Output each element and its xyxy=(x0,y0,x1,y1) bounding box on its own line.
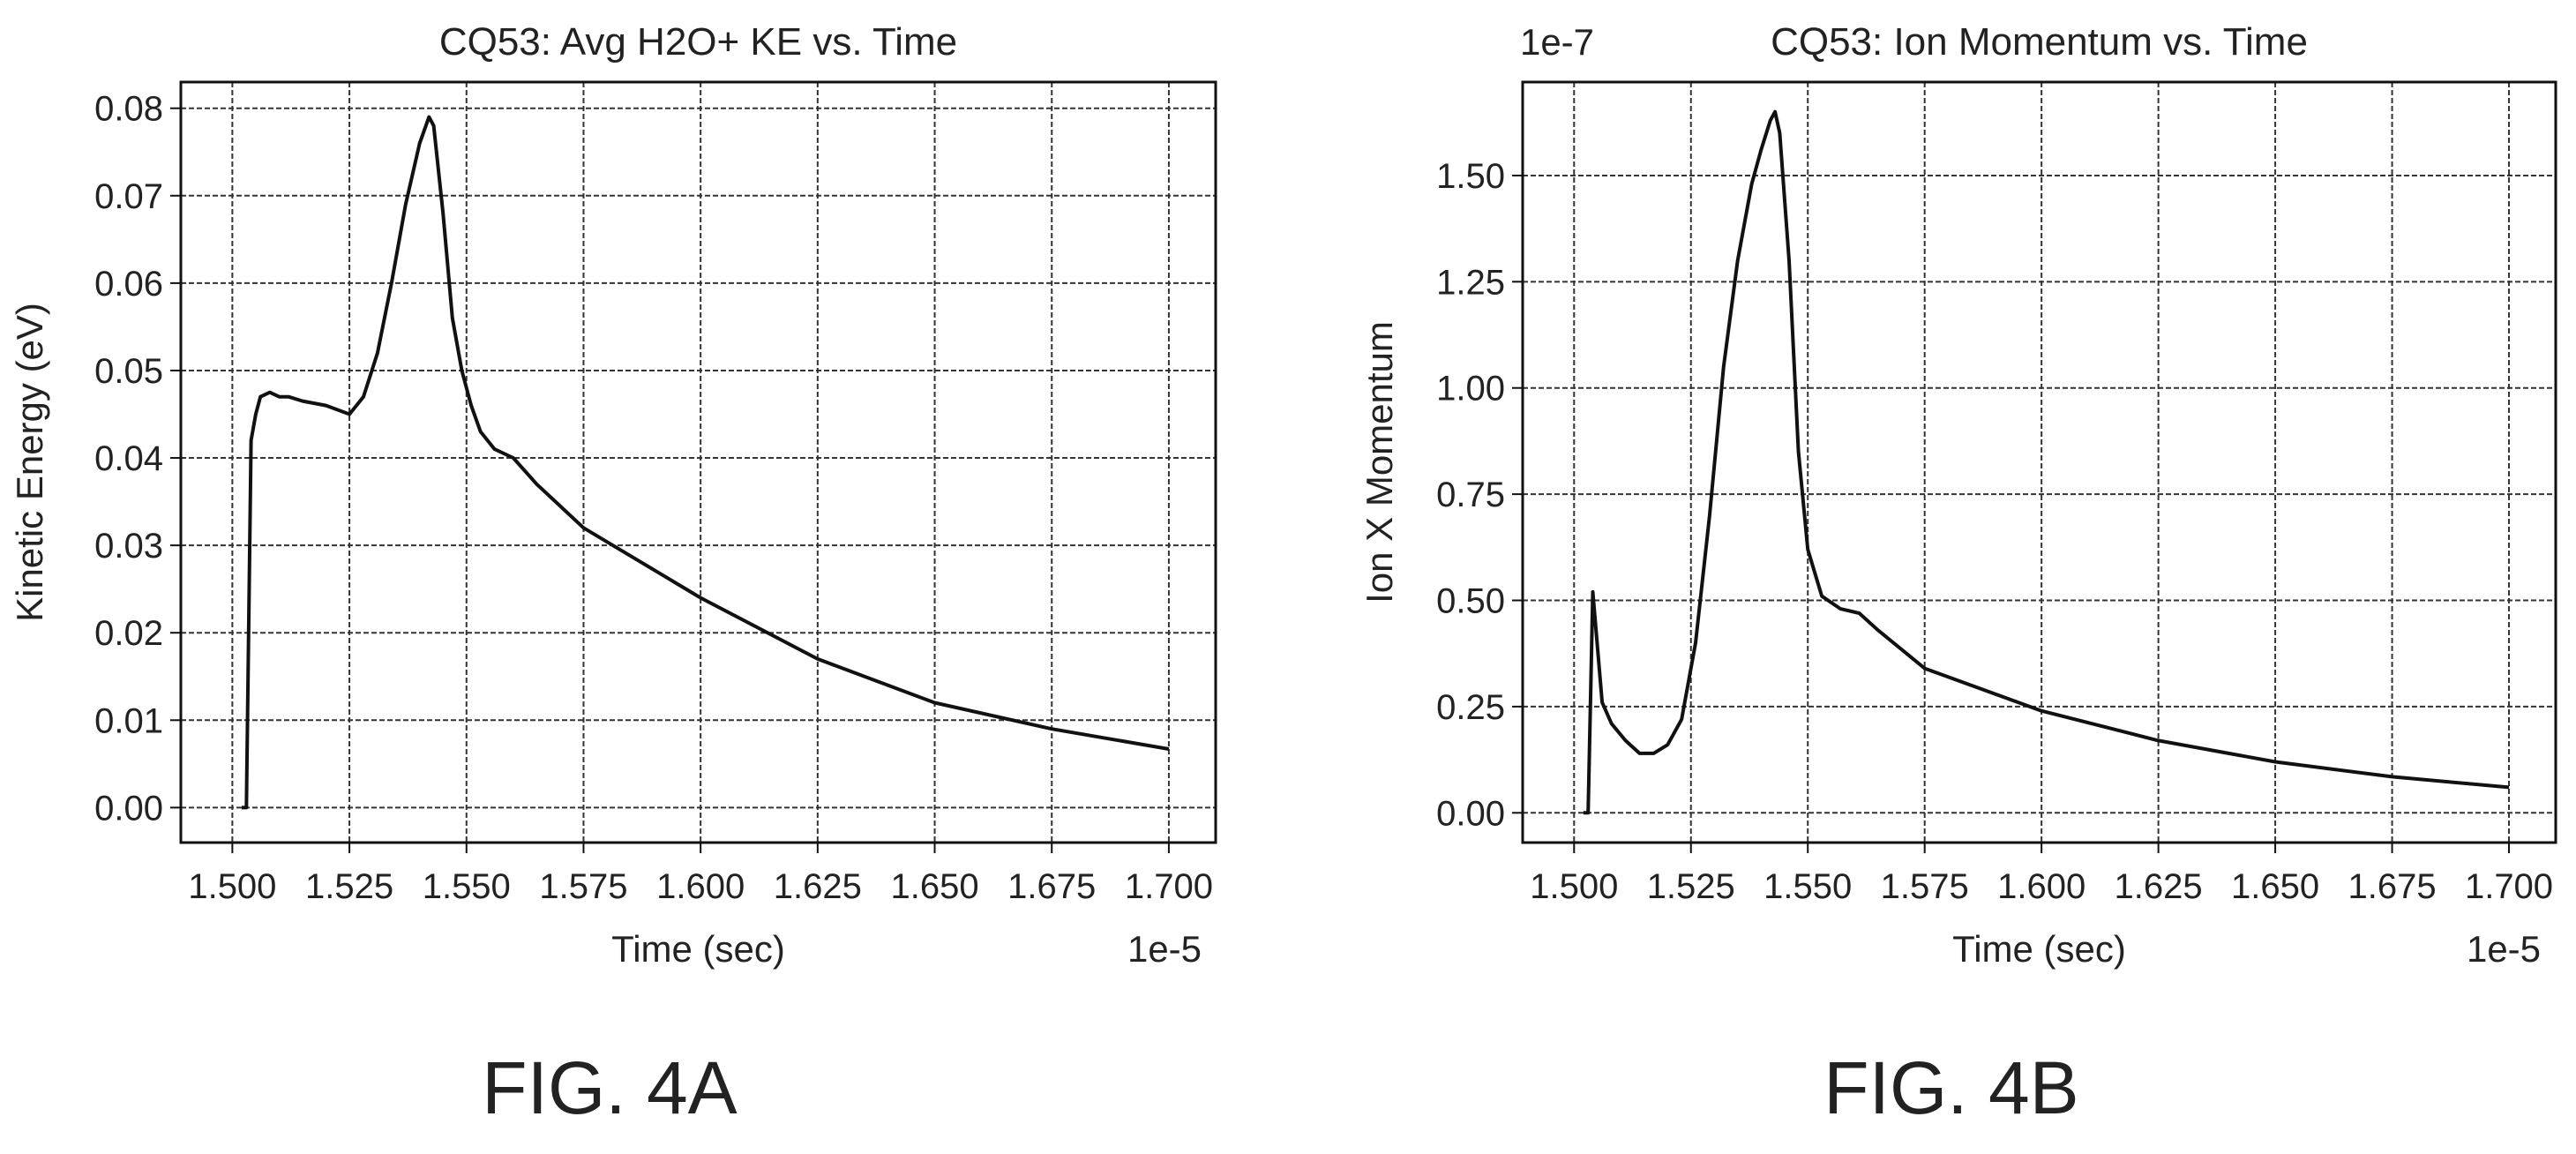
series-line xyxy=(242,115,1170,810)
chart-title: CQ53: Avg H2O+ KE vs. Time xyxy=(439,20,957,64)
x-tick-label: 1.550 xyxy=(1764,867,1852,906)
y-tick-label: 1.50 xyxy=(1436,157,1505,196)
y-tick-label: 0.02 xyxy=(94,614,163,653)
x-tick-label: 1.600 xyxy=(1997,867,2086,906)
plot-frame xyxy=(1521,80,2557,844)
chart-2: 1.500 1.525 1.550 1.575 1.600 1.625 1.650 1.675… xyxy=(1359,20,2557,1129)
x-axis-multiplier: 1e-5 xyxy=(1127,928,1202,970)
y-tick-label: 1.25 xyxy=(1436,263,1505,302)
x-axis-label: Time (sec) xyxy=(611,928,785,970)
x-tick-label: 1.700 xyxy=(2465,867,2553,906)
x-axis-label: Time (sec) xyxy=(1952,928,2126,970)
x-tick-label: 1.625 xyxy=(774,867,862,906)
y-tick-label: 0.04 xyxy=(94,439,163,478)
y-tick-label: 0.06 xyxy=(94,265,163,303)
x-tick-label: 1.700 xyxy=(1125,867,1213,906)
x-tick-label: 1.675 xyxy=(2348,867,2436,906)
x-tick-label: 1.500 xyxy=(188,867,276,906)
x-tick-label: 1.625 xyxy=(2115,867,2203,906)
x-axis-multiplier: 1e-5 xyxy=(2467,928,2541,970)
y-axis-label: Ion X Momentum xyxy=(1359,321,1400,603)
plot-frame xyxy=(179,80,1217,844)
chart-1: 1.500 1.525 1.550 1.575 1.600 1.625 1.650 1.675… xyxy=(9,20,1217,1129)
x-tick-label: 1.575 xyxy=(1881,867,1969,906)
x-tick-label: 1.500 xyxy=(1530,867,1618,906)
x-tick-label: 1.650 xyxy=(2231,867,2319,906)
y-axis-label: Kinetic Energy (eV) xyxy=(9,303,50,622)
y-tick-label: 0.07 xyxy=(94,177,163,216)
y-tick-label: 0.00 xyxy=(1436,794,1505,833)
x-tick-label: 1.675 xyxy=(1007,867,1096,906)
figure-label: FIG. 4A xyxy=(482,1046,737,1129)
y-tick-label: 0.50 xyxy=(1436,582,1505,621)
figure-label: FIG. 4B xyxy=(1823,1046,2078,1129)
x-tick-label: 1.650 xyxy=(890,867,978,906)
series-line xyxy=(1583,109,2510,815)
x-tick-label: 1.575 xyxy=(539,867,627,906)
y-axis-multiplier: 1e-7 xyxy=(1520,21,1594,63)
x-tick-label: 1.525 xyxy=(1647,867,1735,906)
y-tick-label: 0.05 xyxy=(94,352,163,391)
y-tick-label: 0.75 xyxy=(1436,476,1505,514)
y-tick-label: 0.25 xyxy=(1436,688,1505,727)
y-tick-label: 1.00 xyxy=(1436,370,1505,408)
y-tick-label: 0.03 xyxy=(94,527,163,566)
x-tick-label: 1.550 xyxy=(423,867,511,906)
y-tick-label: 0.01 xyxy=(94,701,163,740)
x-tick-label: 1.525 xyxy=(305,867,393,906)
x-tick-label: 1.600 xyxy=(656,867,745,906)
chart-title: CQ53: Ion Momentum vs. Time xyxy=(1771,20,2308,64)
y-tick-label: 0.08 xyxy=(94,90,163,129)
y-tick-label: 0.00 xyxy=(94,789,163,828)
